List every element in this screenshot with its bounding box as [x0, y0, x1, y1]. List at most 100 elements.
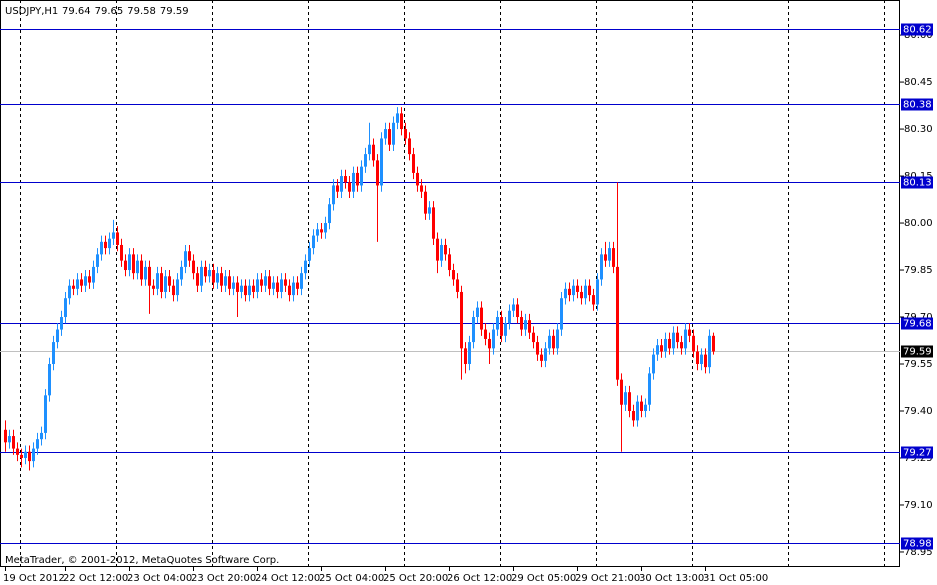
candle-body [568, 288, 571, 296]
x-tick-label: 29 Oct 05:00 [511, 573, 576, 584]
candle-body [516, 304, 519, 318]
candle-body [656, 345, 659, 355]
candle-body [380, 138, 383, 186]
candle-body [136, 260, 139, 274]
candle-body [400, 113, 403, 130]
candle-body [128, 254, 131, 271]
candle-body [80, 279, 83, 286]
last-price-label: 79.59 [903, 347, 932, 358]
candle-body [520, 317, 523, 330]
candle-body [636, 401, 639, 421]
candle-body [324, 223, 327, 233]
candle-body [508, 310, 511, 324]
candle-body [328, 204, 331, 224]
candle-body [540, 354, 543, 361]
candle-body [616, 266, 619, 380]
candle-body [556, 329, 559, 349]
candle-body [60, 317, 63, 330]
candle-body [444, 244, 447, 255]
candle-body [192, 260, 195, 274]
candle-body [244, 285, 247, 296]
candle-body [92, 266, 95, 283]
candle-body [432, 207, 435, 239]
candle-body [348, 182, 351, 192]
candle-body [412, 154, 415, 173]
candle-body [416, 172, 419, 186]
candle-body [532, 332, 535, 343]
candle-body [672, 332, 675, 349]
candle-body [196, 273, 199, 286]
candle-body [300, 273, 303, 289]
x-tick-label: 30 Oct 13:00 [639, 573, 704, 584]
candle-body [600, 254, 603, 280]
candle-body [252, 285, 255, 292]
candle-body [504, 323, 507, 336]
candle-body [16, 448, 19, 455]
candle-body [224, 276, 227, 286]
candle-body [544, 348, 547, 361]
candle-body [376, 160, 379, 186]
candle-body [212, 270, 215, 283]
x-tick-label: 23 Oct 20:00 [191, 573, 256, 584]
candle-body [676, 332, 679, 343]
candle-body [696, 351, 699, 365]
candle-body [100, 241, 103, 255]
candle-body [388, 129, 391, 145]
candle-body [592, 295, 595, 305]
candle-body [200, 266, 203, 286]
level-label: 80.13 [903, 178, 932, 189]
candle-body [352, 172, 355, 192]
candle-body [384, 129, 387, 139]
y-tick-label: 80.60 [904, 30, 933, 41]
candle-body [36, 439, 39, 449]
candle-body [608, 248, 611, 261]
candle-body [684, 329, 687, 349]
candle-body [624, 392, 627, 405]
y-tick-label: 80.30 [904, 124, 933, 135]
candle-body [208, 270, 211, 277]
candle-body [488, 338, 491, 349]
candle-body [440, 244, 443, 261]
candle-body [708, 335, 711, 368]
x-tick-label: 24 Oct 12:00 [255, 573, 320, 584]
candle-body [64, 298, 67, 318]
candle-body [268, 276, 271, 289]
candle-body [88, 276, 91, 283]
candle-body [124, 260, 127, 271]
ohlc-value: 79.64 [62, 6, 91, 17]
candle-body [112, 232, 115, 239]
ohlc-value: 79.59 [160, 6, 189, 17]
candle-body [180, 266, 183, 280]
y-tick-label: 78.95 [904, 547, 933, 558]
candle-body [588, 285, 591, 296]
candle-body [96, 254, 99, 267]
candle-body [40, 432, 43, 440]
candle-body [576, 285, 579, 292]
candle-body [68, 285, 71, 299]
candle-body [160, 273, 163, 292]
candle-body [448, 254, 451, 271]
y-tick-label: 80.00 [904, 218, 933, 229]
candle-body [144, 266, 147, 280]
candle-body [628, 392, 631, 411]
x-tick-label: 29 Oct 21:00 [575, 573, 640, 584]
candle-body [168, 276, 171, 286]
candle-body [680, 342, 683, 349]
y-tick-label: 79.40 [904, 406, 933, 417]
candle-body [340, 176, 343, 192]
candle-body [316, 229, 319, 236]
candle-body [460, 291, 463, 349]
candle-body [12, 436, 15, 449]
candle-body [436, 238, 439, 261]
candle-body [332, 185, 335, 205]
plot-frame [0, 0, 900, 567]
candle-body [360, 166, 363, 186]
candle-body [220, 273, 223, 286]
candle-body [404, 129, 407, 139]
x-tick-label: 31 Oct 05:00 [703, 573, 768, 584]
candle-body [132, 254, 135, 274]
level-label-box [901, 98, 933, 111]
candle-body [408, 138, 411, 155]
candle-body [492, 329, 495, 349]
candle-body [260, 279, 263, 286]
